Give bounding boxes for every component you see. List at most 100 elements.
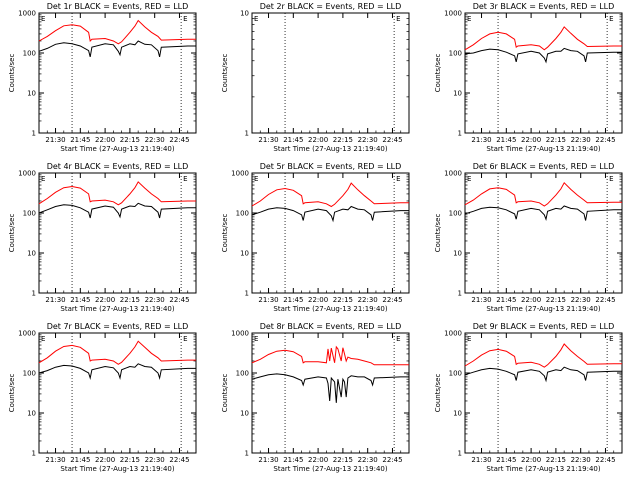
e-marker-label: E bbox=[183, 335, 187, 343]
x-tick-label: 22:45 bbox=[169, 136, 189, 144]
y-tick-label: 1 bbox=[32, 450, 36, 458]
series-line-events bbox=[251, 205, 409, 223]
series-line-lld bbox=[464, 26, 622, 51]
x-tick-label: 22:15 bbox=[120, 456, 140, 464]
plot-frame bbox=[464, 12, 623, 134]
x-tick-label: 22:15 bbox=[546, 456, 566, 464]
series-line-lld bbox=[251, 182, 409, 208]
panel-title: Det 2r BLACK = Events, RED = LLD bbox=[260, 2, 402, 11]
y-tick-label: 100 bbox=[23, 370, 36, 378]
x-tick-label: 21:30 bbox=[471, 136, 491, 144]
x-tick-label: 21:45 bbox=[496, 296, 516, 304]
panel-title: Det 4r BLACK = Events, RED = LLD bbox=[47, 162, 189, 171]
x-tick-label: 22:45 bbox=[382, 456, 402, 464]
e-marker-label: E bbox=[254, 335, 258, 343]
x-tick-label: 22:30 bbox=[145, 296, 165, 304]
x-tick-label: 21:30 bbox=[258, 456, 278, 464]
y-tick-label: 100 bbox=[449, 370, 462, 378]
y-tick-label: 1000 bbox=[18, 330, 36, 338]
series-line-events bbox=[38, 202, 196, 219]
e-marker-label: E bbox=[183, 15, 187, 23]
series-line-lld bbox=[38, 340, 196, 365]
y-tick-label: 1000 bbox=[444, 10, 462, 18]
x-axis-title: Start Time (27-Aug-13 21:19:40) bbox=[486, 465, 600, 473]
x-tick-label: 22:30 bbox=[145, 136, 165, 144]
plot-frame bbox=[38, 172, 197, 294]
e-marker-label: E bbox=[467, 15, 471, 23]
e-marker-label: E bbox=[396, 175, 400, 183]
series-line-lld bbox=[464, 181, 622, 207]
x-axis-title: Start Time (27-Aug-13 21:19:40) bbox=[486, 305, 600, 313]
e-marker-label: E bbox=[396, 335, 400, 343]
y-tick-label: 1 bbox=[458, 130, 462, 138]
y-tick-label: 100 bbox=[236, 370, 249, 378]
y-axis-title: Counts/sec bbox=[221, 214, 229, 253]
x-tick-label: 21:30 bbox=[258, 296, 278, 304]
x-tick-label: 21:45 bbox=[70, 136, 90, 144]
plot-frame bbox=[251, 12, 410, 134]
series-line-events bbox=[251, 373, 409, 403]
y-tick-label: 10 bbox=[240, 250, 249, 258]
y-tick-label: 10 bbox=[240, 410, 249, 418]
series-line-events bbox=[464, 47, 622, 64]
x-tick-label: 22:45 bbox=[382, 136, 402, 144]
e-marker-label: E bbox=[41, 335, 45, 343]
x-tick-label: 21:30 bbox=[45, 136, 65, 144]
x-tick-label: 21:45 bbox=[496, 456, 516, 464]
x-tick-label: 22:15 bbox=[333, 136, 353, 144]
y-tick-label: 1 bbox=[458, 450, 462, 458]
y-tick-label: 10 bbox=[240, 10, 249, 18]
series-line-events bbox=[38, 363, 196, 380]
panel-title: Det 6r BLACK = Events, RED = LLD bbox=[473, 162, 615, 171]
y-tick-label: 10 bbox=[27, 410, 36, 418]
panel-title: Det 3r BLACK = Events, RED = LLD bbox=[473, 2, 615, 11]
x-tick-label: 22:30 bbox=[358, 296, 378, 304]
x-tick-label: 21:30 bbox=[471, 296, 491, 304]
y-tick-label: 100 bbox=[23, 210, 36, 218]
x-tick-label: 22:15 bbox=[546, 136, 566, 144]
x-axis-title: Start Time (27-Aug-13 21:19:40) bbox=[60, 145, 174, 153]
x-axis-title: Start Time (27-Aug-13 21:19:40) bbox=[273, 145, 387, 153]
x-axis-title: Start Time (27-Aug-13 21:19:40) bbox=[60, 465, 174, 473]
x-tick-label: 21:45 bbox=[496, 136, 516, 144]
x-tick-label: 22:15 bbox=[546, 296, 566, 304]
y-axis-title: Counts/sec bbox=[221, 54, 229, 93]
series-line-lld bbox=[38, 19, 196, 45]
x-tick-label: 21:45 bbox=[70, 296, 90, 304]
x-tick-label: 22:00 bbox=[95, 136, 115, 144]
x-axis-title: Start Time (27-Aug-13 21:19:40) bbox=[273, 305, 387, 313]
x-tick-label: 22:00 bbox=[95, 456, 115, 464]
x-axis-title: Start Time (27-Aug-13 21:19:40) bbox=[60, 305, 174, 313]
x-tick-label: 22:15 bbox=[120, 136, 140, 144]
x-tick-label: 22:15 bbox=[333, 296, 353, 304]
y-axis-title: Counts/sec bbox=[221, 374, 229, 413]
x-tick-label: 21:30 bbox=[45, 456, 65, 464]
y-tick-label: 1 bbox=[32, 130, 36, 138]
e-marker-label: E bbox=[254, 175, 258, 183]
panel-title: Det 7r BLACK = Events, RED = LLD bbox=[47, 322, 189, 331]
y-tick-label: 100 bbox=[236, 210, 249, 218]
y-tick-label: 1 bbox=[245, 130, 249, 138]
x-tick-label: 22:45 bbox=[595, 456, 615, 464]
x-tick-label: 21:45 bbox=[283, 456, 303, 464]
y-tick-label: 1000 bbox=[231, 170, 249, 178]
e-marker-label: E bbox=[41, 175, 45, 183]
panel-title: Det 9r BLACK = Events, RED = LLD bbox=[473, 322, 615, 331]
e-marker-label: E bbox=[609, 335, 613, 343]
y-axis-title: Counts/sec bbox=[434, 374, 442, 413]
plot-frame bbox=[251, 332, 410, 454]
x-tick-label: 21:30 bbox=[471, 456, 491, 464]
y-tick-label: 100 bbox=[449, 50, 462, 58]
y-tick-label: 100 bbox=[23, 50, 36, 58]
x-axis-title: Start Time (27-Aug-13 21:19:40) bbox=[486, 145, 600, 153]
y-tick-label: 10 bbox=[453, 250, 462, 258]
e-marker-label: E bbox=[609, 15, 613, 23]
x-tick-label: 22:30 bbox=[571, 136, 591, 144]
plot-frame bbox=[38, 332, 197, 454]
x-tick-label: 22:15 bbox=[333, 456, 353, 464]
series-line-lld bbox=[251, 345, 409, 366]
